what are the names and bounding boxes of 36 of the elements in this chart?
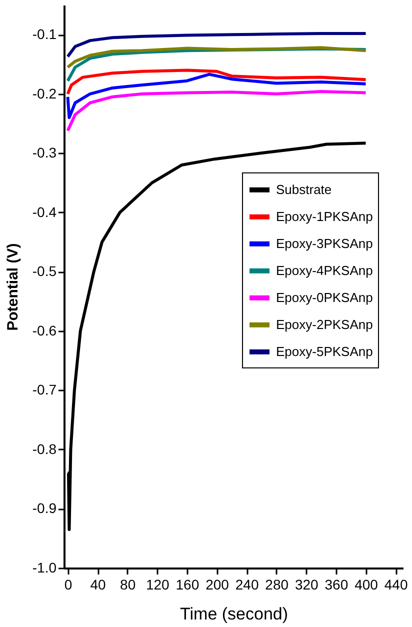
y-tick-label: -0.6 xyxy=(32,322,57,338)
y-tick-label: -0.1 xyxy=(32,26,57,42)
x-tick-label: 280 xyxy=(265,576,289,592)
y-axis-title: Potential (V) xyxy=(4,243,22,331)
y-tick-label: -0.2 xyxy=(32,85,57,102)
legend-label: Epoxy-3PKSAnp xyxy=(276,236,373,251)
line-series xyxy=(66,90,368,132)
y-tick-label: -0.3 xyxy=(32,144,57,161)
y-tick-label: -1.0 xyxy=(32,560,57,576)
x-axis-title: Time (second) xyxy=(180,604,288,624)
y-tick-label: -0.8 xyxy=(32,440,57,457)
x-tick-label: 160 xyxy=(176,576,200,592)
x-tick-label: 320 xyxy=(294,576,319,592)
x-tick-label: 360 xyxy=(324,576,348,592)
x-tick-label: 80 xyxy=(120,576,136,592)
y-tick-label: -0.9 xyxy=(32,500,57,516)
x-tick-label: 400 xyxy=(354,576,378,592)
x-tick-label: 200 xyxy=(206,576,230,592)
x-tick-label: 120 xyxy=(146,576,170,592)
legend-label: Substrate xyxy=(276,182,332,197)
legend-label: Epoxy-5PKSAnp xyxy=(276,344,373,359)
line-series xyxy=(66,72,368,120)
legend-label: Epoxy-2PKSAnp xyxy=(276,316,373,332)
legend-label: Epoxy-1PKSAnp xyxy=(276,208,373,224)
y-tick-label: -0.7 xyxy=(32,382,57,398)
line-series xyxy=(66,68,368,96)
x-tick-label: 240 xyxy=(235,576,259,592)
x-tick-label: 40 xyxy=(90,576,106,592)
line-series xyxy=(66,32,368,58)
legend-label: Epoxy-0PKSAnp xyxy=(276,290,373,305)
y-tick-label: -0.4 xyxy=(32,204,57,220)
y-tick-label: -0.5 xyxy=(32,263,57,280)
legend-label: Epoxy-4PKSAnp xyxy=(276,262,373,278)
x-tick-label: 0 xyxy=(64,576,72,592)
x-tick-label: 440 xyxy=(384,576,408,592)
line-series xyxy=(66,46,368,69)
